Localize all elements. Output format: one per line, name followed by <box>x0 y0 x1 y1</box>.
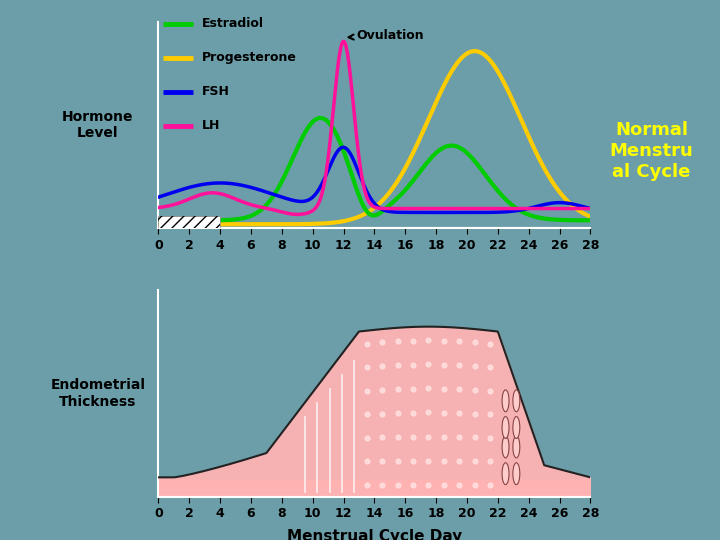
Text: Estradiol: Estradiol <box>202 17 264 30</box>
Bar <box>158 217 220 228</box>
Ellipse shape <box>502 390 509 411</box>
Text: Normal
Menstru
al Cycle: Normal Menstru al Cycle <box>610 122 693 181</box>
Ellipse shape <box>513 436 520 458</box>
Text: LH: LH <box>202 119 220 132</box>
Text: Hormone
Level: Hormone Level <box>62 110 134 140</box>
Text: FSH: FSH <box>202 85 230 98</box>
Ellipse shape <box>502 463 509 484</box>
Ellipse shape <box>513 390 520 411</box>
Text: Endometrial
Thickness: Endometrial Thickness <box>50 379 145 409</box>
Ellipse shape <box>513 416 520 438</box>
Bar <box>158 217 220 228</box>
Ellipse shape <box>502 416 509 438</box>
Text: Progesterone: Progesterone <box>202 51 297 64</box>
Ellipse shape <box>502 436 509 458</box>
Ellipse shape <box>513 463 520 484</box>
Text: Ovulation: Ovulation <box>348 29 423 42</box>
X-axis label: Menstrual Cycle Day: Menstrual Cycle Day <box>287 529 462 540</box>
